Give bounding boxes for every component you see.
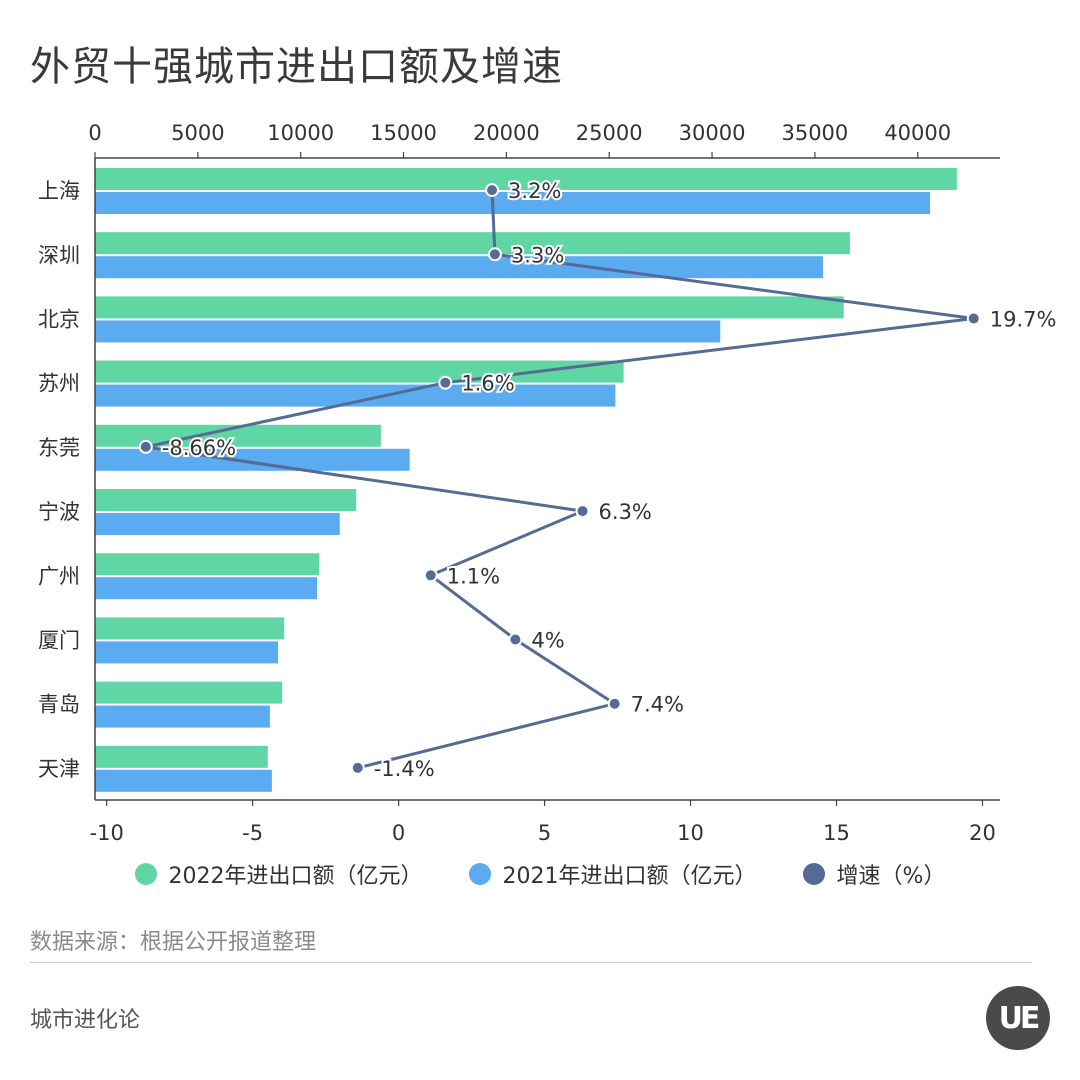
growth-point-8	[607, 696, 622, 711]
top-tick-label-7: 35000	[781, 121, 848, 145]
axes-layer: 0 5000 10000 15000 20000 25000 30000 35000 40000…	[88, 121, 1000, 845]
growth-point-5	[575, 504, 590, 519]
top-tick-label-4: 20000	[473, 121, 540, 145]
legend-swatch-2021	[468, 863, 491, 885]
legend-item-2021: 2021年进出口额（亿元）	[468, 858, 757, 890]
top-tick-label-0: 0	[88, 121, 101, 145]
legend-label-2021: 2021年进出口额（亿元）	[502, 864, 757, 889]
growth-label-7: 4%	[531, 629, 564, 653]
category-label-0: 上海	[38, 179, 80, 203]
top-tick-label-2: 10000	[267, 121, 334, 145]
category-label-7: 厦门	[38, 629, 80, 653]
bar-2022-5	[95, 489, 357, 511]
category-label-1: 深圳	[38, 243, 80, 267]
category-label-4: 东莞	[38, 436, 80, 460]
growth-point-7	[508, 632, 523, 647]
bar-2022-7	[95, 617, 285, 640]
legend-label-growth: 增速（%）	[836, 864, 946, 889]
growth-label-2: 19.7%	[990, 308, 1057, 332]
growth-line-path	[144, 190, 976, 770]
category-label-9: 天津	[38, 757, 80, 781]
growth-line-layer: 3.2% 3.3% 19.7% 1.6% -8.66% 6.3% 1.1% 4% 7.4% -1.…	[138, 177, 1058, 783]
growth-point-6	[423, 568, 438, 583]
bottom-tick-label-3: 5	[538, 821, 551, 845]
top-tick-label-8: 40000	[884, 121, 951, 145]
growth-point-1	[487, 247, 502, 262]
bar-2022-0	[95, 168, 957, 190]
growth-point-0	[485, 183, 500, 198]
footer-divider	[30, 962, 1032, 963]
growth-point-9	[350, 760, 365, 775]
bar-2021-9	[95, 769, 272, 792]
data-source-note: 数据来源：根据公开报道整理	[30, 930, 317, 955]
growth-label-3: 1.6%	[461, 372, 514, 396]
bar-2021-2	[95, 320, 721, 343]
growth-point-4	[138, 439, 153, 454]
brand-name: 城市进化论	[30, 1008, 141, 1033]
growth-label-0: 3.2%	[508, 179, 561, 203]
growth-point-3	[438, 375, 453, 390]
bottom-tick-label-4: 10	[677, 821, 704, 845]
bottom-tick-label-2: 0	[392, 821, 405, 845]
top-tick-label-6: 30000	[679, 121, 746, 145]
bottom-tick-label-1: -5	[242, 821, 263, 845]
growth-label-6: 1.1%	[447, 564, 500, 588]
bar-2021-6	[95, 577, 318, 600]
category-label-2: 北京	[38, 308, 80, 332]
growth-label-1: 3.3%	[511, 243, 564, 267]
legend-item-growth: 增速（%）	[802, 858, 946, 890]
growth-label-9: -1.4%	[374, 757, 435, 781]
bar-2021-8	[95, 705, 270, 728]
bar-2022-8	[95, 681, 283, 704]
growth-point-2	[966, 311, 981, 326]
bar-2022-1	[95, 232, 850, 255]
bar-2021-3	[95, 384, 616, 407]
brand-logo: UE	[986, 986, 1050, 1050]
category-label-3: 苏州	[38, 372, 80, 396]
growth-label-5: 6.3%	[599, 500, 652, 524]
bar-2021-5	[95, 513, 340, 535]
growth-label-4: -8.66%	[162, 436, 236, 460]
legend-label-2022: 2022年进出口额（亿元）	[168, 864, 423, 889]
legend-item-2022: 2022年进出口额（亿元）	[134, 858, 423, 890]
category-label-5: 宁波	[38, 500, 80, 524]
top-tick-label-5: 25000	[576, 121, 643, 145]
bar-2022-2	[95, 296, 844, 319]
bar-2021-0	[95, 192, 931, 214]
bottom-tick-label-0: -10	[90, 821, 124, 845]
chart-title: 外贸十强城市进出口额及增速	[30, 44, 563, 90]
growth-label-8: 7.4%	[631, 693, 684, 717]
bar-2022-6	[95, 553, 320, 576]
category-label-8: 青岛	[38, 693, 80, 717]
legend-swatch-2022	[134, 863, 157, 885]
category-label-6: 广州	[38, 564, 80, 588]
bar-2021-1	[95, 256, 824, 279]
legend: 2022年进出口额（亿元） 2021年进出口额（亿元） 增速（%）	[0, 858, 1080, 890]
bar-2022-9	[95, 745, 268, 768]
top-tick-label-3: 15000	[370, 121, 437, 145]
legend-swatch-growth	[802, 863, 825, 885]
bar-2021-4	[95, 448, 410, 471]
top-tick-label-1: 5000	[171, 121, 224, 145]
bottom-tick-label-6: 20	[969, 821, 996, 845]
bottom-tick-label-5: 15	[823, 821, 850, 845]
bar-2021-7	[95, 641, 279, 664]
